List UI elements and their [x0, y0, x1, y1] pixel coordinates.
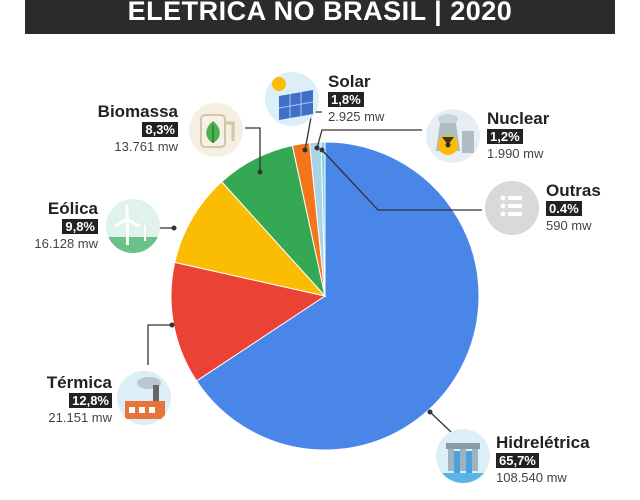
percent-badge: 1,8% [328, 92, 364, 107]
label-biomassa: Biomassa 8,3% 13.761 mw [70, 103, 178, 153]
category-name: Solar [328, 72, 371, 91]
pie-slice-outras [320, 141, 326, 297]
mw-value: 16.128 mw [34, 236, 98, 251]
leader-biomassa [245, 127, 261, 172]
leader-outras [321, 149, 482, 211]
percent-badge: 1,2% [487, 129, 523, 144]
category-name: Biomassa [97, 102, 178, 121]
label-nuclear: Nuclear 1,2% 1.990 mw [487, 110, 549, 160]
label-eolica: Eólica 9,8% 16.128 mw [10, 200, 98, 250]
label-outras: Outras 0.4% 590 mw [546, 182, 601, 232]
percent-badge: 0.4% [546, 201, 582, 216]
mw-value: 13.761 mw [114, 139, 178, 154]
mw-value: 2.925 mw [328, 109, 385, 124]
percent-badge: 9,8% [62, 219, 98, 234]
solar-panel-icon [265, 72, 319, 126]
pie-slice-hidreletrica [195, 141, 480, 451]
chart-title: ELETRICA NO BRASIL | 2020 [127, 0, 513, 26]
mw-value: 108.540 mw [496, 470, 567, 485]
label-solar: Solar 1,8% 2.925 mw [328, 73, 384, 123]
percent-badge: 8,3% [142, 122, 178, 137]
mw-value: 21.151 mw [48, 410, 112, 425]
category-name: Outras [546, 181, 601, 200]
title-banner: ELETRICA NO BRASIL | 2020 [25, 0, 615, 34]
leader-nuclear [316, 129, 422, 149]
wind-turbine-icon [106, 199, 160, 253]
category-name: Eólica [47, 199, 98, 218]
label-hidreletrica: Hidrelétrica 65,7% 108.540 mw [496, 434, 590, 484]
mw-value: 1.990 mw [487, 146, 544, 161]
biomass-leaf-icon [189, 103, 243, 157]
pie-slice-eolica [174, 181, 327, 297]
dam-icon [436, 429, 490, 483]
label-termica: Térmica 12,8% 21.151 mw [20, 374, 112, 424]
mw-value: 590 mw [546, 218, 592, 233]
list-icon [485, 181, 539, 235]
factory-icon [117, 371, 171, 425]
category-name: Térmica [46, 373, 112, 392]
percent-badge: 65,7% [496, 453, 539, 468]
category-name: Hidrelétrica [496, 433, 590, 452]
percent-badge: 12,8% [69, 393, 112, 408]
category-name: Nuclear [487, 109, 550, 128]
leader-termica [147, 324, 172, 365]
nuclear-plant-icon [426, 109, 480, 163]
